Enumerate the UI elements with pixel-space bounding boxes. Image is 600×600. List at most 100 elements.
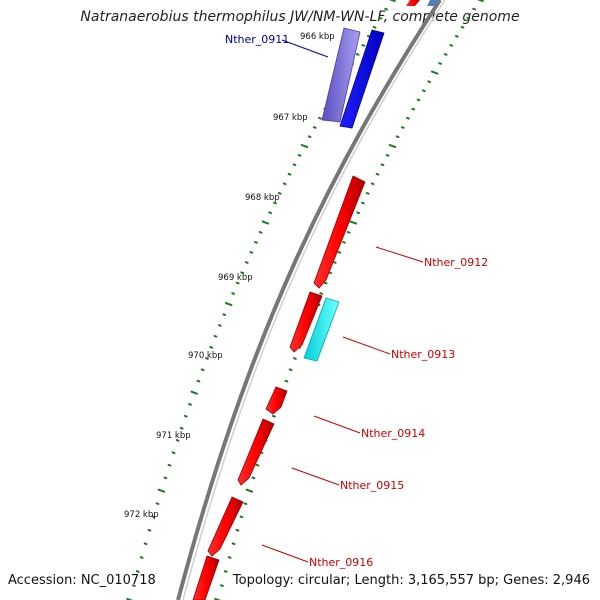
gene-label-0911[interactable]: Nther_0911	[225, 33, 289, 46]
major-tick	[214, 598, 221, 600]
minor-tick	[222, 313, 227, 316]
leader-line-0911	[281, 39, 329, 58]
gene-label-0916[interactable]: Nther_0916	[309, 556, 373, 569]
minor-tick	[200, 368, 205, 372]
minor-tick	[282, 182, 287, 186]
minor-tick	[318, 116, 322, 120]
leader-line-0916	[261, 544, 309, 563]
minor-tick	[346, 231, 351, 234]
genome-backbone-shadow	[182, 0, 446, 600]
leader-line-0912	[375, 246, 424, 263]
minor-tick	[258, 231, 263, 234]
minor-tick	[231, 542, 236, 546]
minor-tick	[297, 154, 302, 157]
minor-tick	[288, 368, 293, 372]
minor-tick	[218, 324, 222, 327]
minor-tick	[179, 426, 184, 430]
minor-tick	[240, 271, 245, 275]
kbp-label: 966 kbp	[300, 32, 335, 42]
minor-tick	[380, 163, 385, 167]
minor-tick	[395, 135, 400, 139]
gene-bottom-partial	[192, 555, 220, 600]
major-tick	[245, 488, 254, 493]
kbp-label: 970 kbp	[188, 351, 223, 361]
major-tick	[430, 70, 439, 75]
minor-tick	[361, 201, 365, 205]
minor-tick	[131, 584, 136, 587]
gene-label-0912[interactable]: Nther_0912	[424, 256, 488, 269]
kbp-label: 969 kbp	[218, 273, 253, 283]
kbp-scale: 966 kbp 967 kbp 968 kbp 969 kbp 970 kbp …	[124, 32, 335, 520]
gene-nther-0913-cyan[interactable]	[303, 297, 340, 362]
minor-tick	[155, 502, 160, 505]
minor-tick	[460, 25, 465, 29]
minor-tick	[209, 346, 214, 349]
kbp-label: 972 kbp	[124, 510, 159, 520]
gene-label-0914[interactable]: Nther_0914	[361, 427, 425, 440]
gene-0911-reverse-block	[321, 27, 361, 123]
minor-tick	[361, 44, 366, 47]
major-tick	[224, 302, 233, 307]
minor-tick	[235, 528, 240, 532]
minor-tick	[243, 502, 248, 505]
minor-tick	[135, 570, 140, 573]
minor-tick	[375, 172, 380, 176]
minor-tick	[273, 201, 277, 205]
minor-tick	[167, 463, 172, 467]
minor-tick	[443, 53, 448, 56]
minor-tick	[337, 251, 342, 254]
minor-tick	[307, 135, 312, 139]
minor-tick	[454, 34, 459, 38]
gene-nther-0913-red[interactable]	[289, 291, 323, 353]
minor-tick	[143, 542, 148, 546]
minor-tick	[175, 439, 180, 442]
accession-text: Accession: NC_010718	[8, 573, 156, 588]
minor-tick	[268, 211, 273, 215]
minor-tick	[411, 107, 416, 111]
kbp-label: 968 kbp	[245, 193, 280, 203]
minor-tick	[421, 89, 426, 93]
gene-nther-0914[interactable]	[265, 386, 288, 415]
gene-nther-0912[interactable]	[313, 175, 366, 289]
minor-tick	[472, 7, 477, 11]
minor-tick	[328, 271, 333, 275]
minor-tick	[385, 154, 390, 157]
major-tick	[349, 220, 358, 225]
minor-tick	[406, 116, 410, 120]
minor-tick	[277, 192, 282, 195]
gene-nther-0911[interactable]	[321, 27, 385, 129]
minor-tick	[227, 556, 232, 559]
major-tick	[190, 390, 198, 395]
gene-nther-0915[interactable]	[237, 418, 275, 486]
minor-tick	[293, 357, 297, 360]
major-tick	[300, 144, 309, 149]
minor-tick	[370, 182, 375, 186]
gene-label-0915[interactable]: Nther_0915	[340, 479, 404, 492]
gene-label-0913[interactable]: Nther_0913	[391, 348, 455, 361]
minor-tick	[254, 241, 258, 244]
major-tick	[261, 220, 270, 225]
leader-line-0914	[313, 415, 361, 434]
gene-top-red	[406, 0, 420, 6]
minor-tick	[312, 126, 317, 129]
minor-tick	[255, 463, 260, 467]
kbp-label: 967 kbp	[273, 113, 308, 123]
minor-tick	[183, 414, 188, 418]
minor-tick	[219, 584, 224, 587]
gene-top-partial	[406, 0, 438, 6]
minor-tick	[223, 570, 228, 573]
minor-tick	[196, 379, 201, 383]
minor-tick	[332, 261, 337, 264]
major-tick	[388, 144, 397, 149]
outer-tick-ring	[214, 0, 484, 600]
minor-tick	[284, 379, 289, 383]
minor-tick	[239, 515, 244, 519]
minor-tick	[427, 80, 432, 84]
gene-nther-0916[interactable]	[207, 496, 244, 557]
minor-tick	[466, 16, 471, 20]
minor-tick	[213, 335, 218, 338]
minor-tick	[365, 192, 370, 195]
minor-tick	[163, 476, 168, 480]
minor-tick	[416, 98, 421, 102]
